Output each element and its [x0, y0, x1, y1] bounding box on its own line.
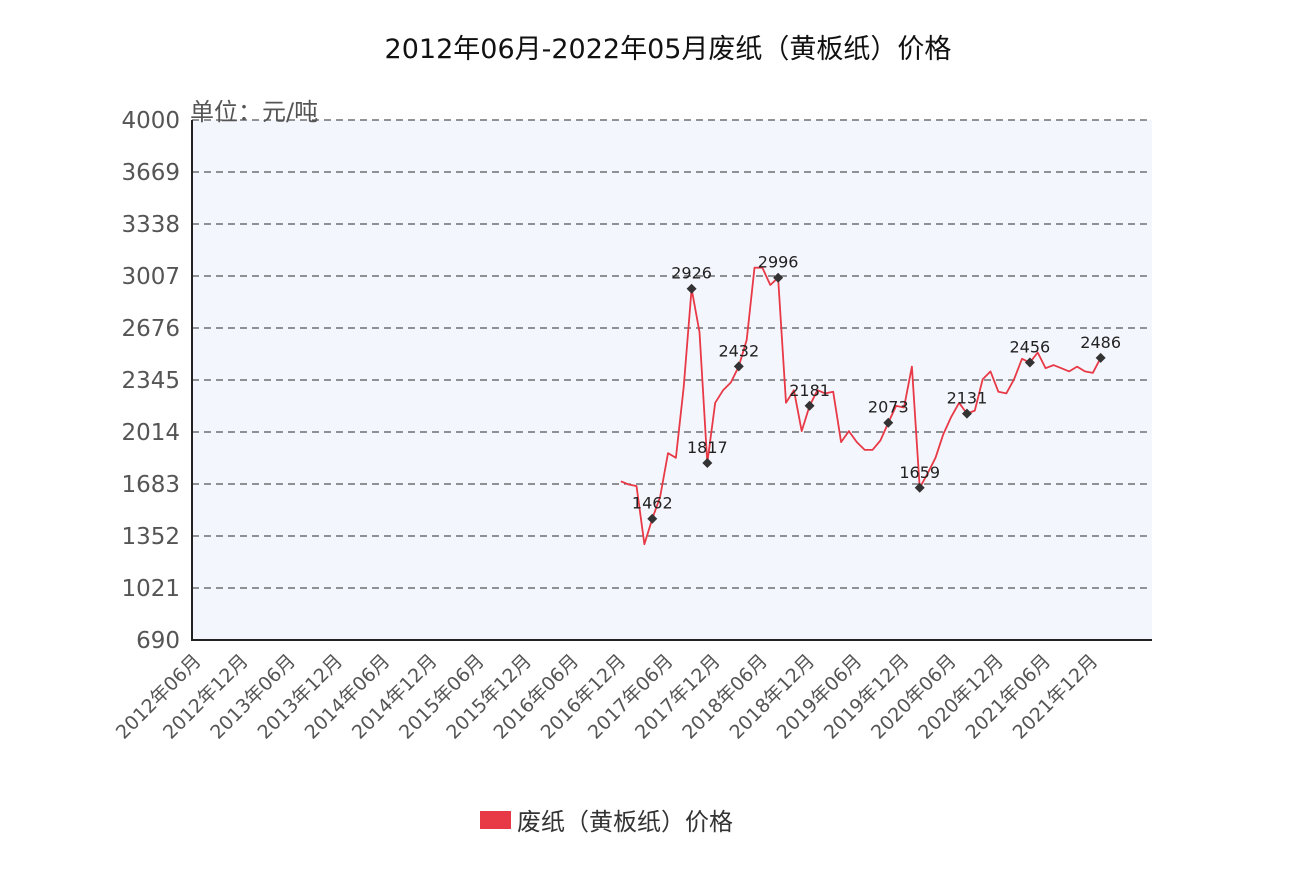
data-label: 2131	[947, 389, 988, 408]
watermark-account: @市值观察	[1146, 835, 1276, 865]
data-label: 2432	[718, 341, 759, 360]
data-point-marker	[686, 283, 697, 294]
legend-label: 废纸（黄板纸）价格	[517, 808, 733, 836]
data-point-marker	[883, 417, 894, 428]
legend: 废纸（黄板纸）价格	[480, 808, 733, 836]
data-point-marker	[773, 272, 784, 283]
data-label: 2926	[671, 264, 712, 283]
data-label: 2486	[1080, 333, 1121, 352]
chart-title: 2012年06月-2022年05月废纸（黄板纸）价格	[385, 34, 952, 65]
y-tick-label: 3338	[121, 212, 180, 238]
data-label: 2073	[868, 398, 909, 417]
y-tick-label: 4000	[121, 108, 180, 134]
grid-lines	[192, 119, 1152, 589]
data-point-marker	[961, 408, 972, 419]
data-point-marker	[804, 400, 815, 411]
data-point-marker	[914, 482, 925, 493]
y-tick-label: 3669	[121, 160, 180, 186]
marker-layer: 1462 2926 1817 2432 2996 2181 2073 1659 2131 2456…	[632, 253, 1121, 524]
y-tick-label: 2676	[121, 316, 180, 342]
series-layer	[620, 266, 1102, 546]
y-tick-label: 1683	[121, 472, 180, 498]
data-label: 1659	[899, 463, 940, 482]
unit-label: 单位：元/吨	[190, 98, 318, 126]
watermark-brand: 澎湃号	[1012, 835, 1092, 865]
data-label: 2996	[758, 253, 799, 272]
legend-swatch	[480, 811, 511, 829]
y-tick-label: 2014	[121, 420, 180, 446]
watermark: 澎湃号 @市值观察	[1012, 835, 1276, 865]
y-tick-label: 2345	[121, 368, 180, 394]
y-tick-label: 690	[136, 628, 180, 654]
y-tick-label: 1021	[121, 576, 180, 602]
y-tick-label: 1352	[121, 524, 180, 550]
series-line	[620, 266, 1102, 546]
data-point-marker	[733, 361, 744, 372]
data-point-marker	[702, 457, 713, 468]
data-point-marker	[1095, 352, 1106, 363]
y-tick-label: 3007	[121, 264, 180, 290]
data-label: 1462	[632, 494, 673, 513]
data-label: 1817	[687, 438, 728, 457]
data-point-marker	[647, 513, 658, 524]
data-label: 2181	[789, 381, 830, 400]
data-label: 2456	[1010, 338, 1051, 357]
y-axis-ticks: 4000 3669 3338 3007 2676 2345 2014 1683 1352 1021…	[121, 108, 180, 654]
data-point-marker	[1024, 357, 1035, 368]
